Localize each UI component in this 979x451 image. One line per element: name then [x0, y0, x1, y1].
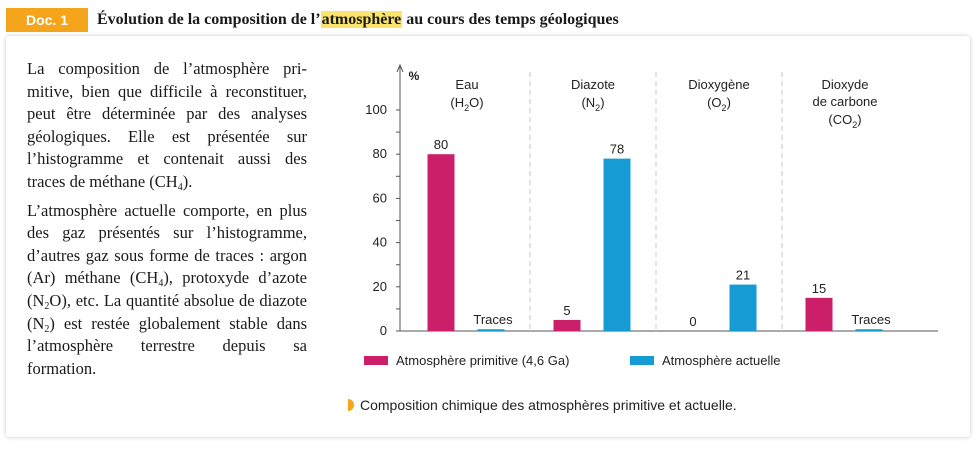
- category-formula: (O2): [707, 95, 731, 113]
- data-label: 15: [812, 281, 826, 296]
- data-label: 78: [610, 142, 624, 157]
- p2-text-b: ), protoxyde d’azote (N: [27, 268, 307, 310]
- bar-actuelle: [477, 329, 505, 331]
- bar-actuelle: [603, 158, 631, 331]
- explanation-text: La composition de l’atmosphère pri­mitiv…: [27, 58, 307, 386]
- bar-actuelle: [729, 284, 757, 331]
- doc-badge: Doc. 1: [6, 8, 88, 32]
- caption-marker-icon: [348, 399, 354, 411]
- p2-text-c: O), etc. La quantité absolue de diazote …: [27, 290, 307, 333]
- bar-primitive: [805, 297, 833, 331]
- data-label: Traces: [851, 312, 891, 327]
- data-label: 21: [736, 268, 750, 283]
- doc-title: Évolution de la composition de l’atmosph…: [97, 9, 619, 31]
- legend-label-actuelle: Atmosphère actuelle: [662, 353, 781, 368]
- paragraph-1: La composition de l’atmosphère pri­mitiv…: [27, 58, 307, 194]
- p2-sub-2: 2: [44, 300, 50, 312]
- y-tick-label: 40: [373, 235, 387, 250]
- y-tick-label: 80: [373, 146, 387, 161]
- legend-swatch-actuelle: [630, 356, 654, 365]
- p1-text-a: La composition de l’atmosphère pri­mitiv…: [27, 59, 307, 191]
- bar-primitive: [427, 154, 455, 331]
- data-label: 5: [563, 303, 570, 318]
- p1-sub: 4: [177, 181, 183, 193]
- bar-chart: % 0 20 40 60 80 100 Eau (H2O) 80 Traces Diazote (N2)…: [364, 63, 938, 368]
- document-card: [6, 36, 970, 437]
- p2-sub-3: 2: [44, 323, 50, 335]
- category-formula: (CO2): [828, 112, 861, 130]
- data-label: Traces: [473, 312, 513, 327]
- bar-primitive: [553, 319, 581, 331]
- category-label: Dioxyde: [822, 77, 869, 92]
- chart-caption: Composition chimique des atmosphères pri…: [348, 397, 737, 413]
- legend-label-primitive: Atmosphère primitive (4,6 Ga): [396, 353, 569, 368]
- document-header: Doc. 1 Évolution de la composition de l’…: [0, 0, 979, 32]
- data-label: 80: [434, 137, 448, 152]
- category-formula: (H2O): [450, 95, 483, 113]
- category-label: Diazote: [571, 77, 615, 92]
- doc-title-end: au cours des temps géologiques: [402, 11, 619, 28]
- category-formula: (N2): [581, 95, 604, 113]
- category-label: Eau: [455, 77, 478, 92]
- p2-sub-1: 4: [158, 278, 164, 290]
- p1-text-b: ).: [182, 171, 193, 191]
- y-tick-label: 60: [373, 190, 387, 205]
- paragraph-2: L’atmosphère actuelle comporte, en plus …: [27, 200, 307, 381]
- y-axis-label: %: [409, 69, 420, 83]
- data-label: 0: [689, 314, 696, 329]
- doc-title-start: Évolution de la composition de l’: [97, 11, 321, 28]
- y-axis-arrow-icon: [396, 63, 404, 73]
- doc-title-highlight: atmosphère: [320, 11, 403, 28]
- p2-text-d: ) est restée globalement stable dans l’a…: [27, 313, 307, 378]
- category-label: Dioxygène: [688, 77, 749, 92]
- legend-swatch-primitive: [364, 356, 388, 365]
- p2-text-a: L’atmosphère actuelle comporte, en plus …: [27, 200, 307, 288]
- y-tick-label: 0: [380, 323, 387, 338]
- y-tick-label: 100: [365, 102, 387, 117]
- caption-text: Composition chimique des atmosphères pri…: [360, 397, 737, 413]
- category-label: de carbone: [812, 94, 877, 109]
- bar-actuelle: [855, 329, 883, 331]
- y-tick-label: 20: [373, 279, 387, 294]
